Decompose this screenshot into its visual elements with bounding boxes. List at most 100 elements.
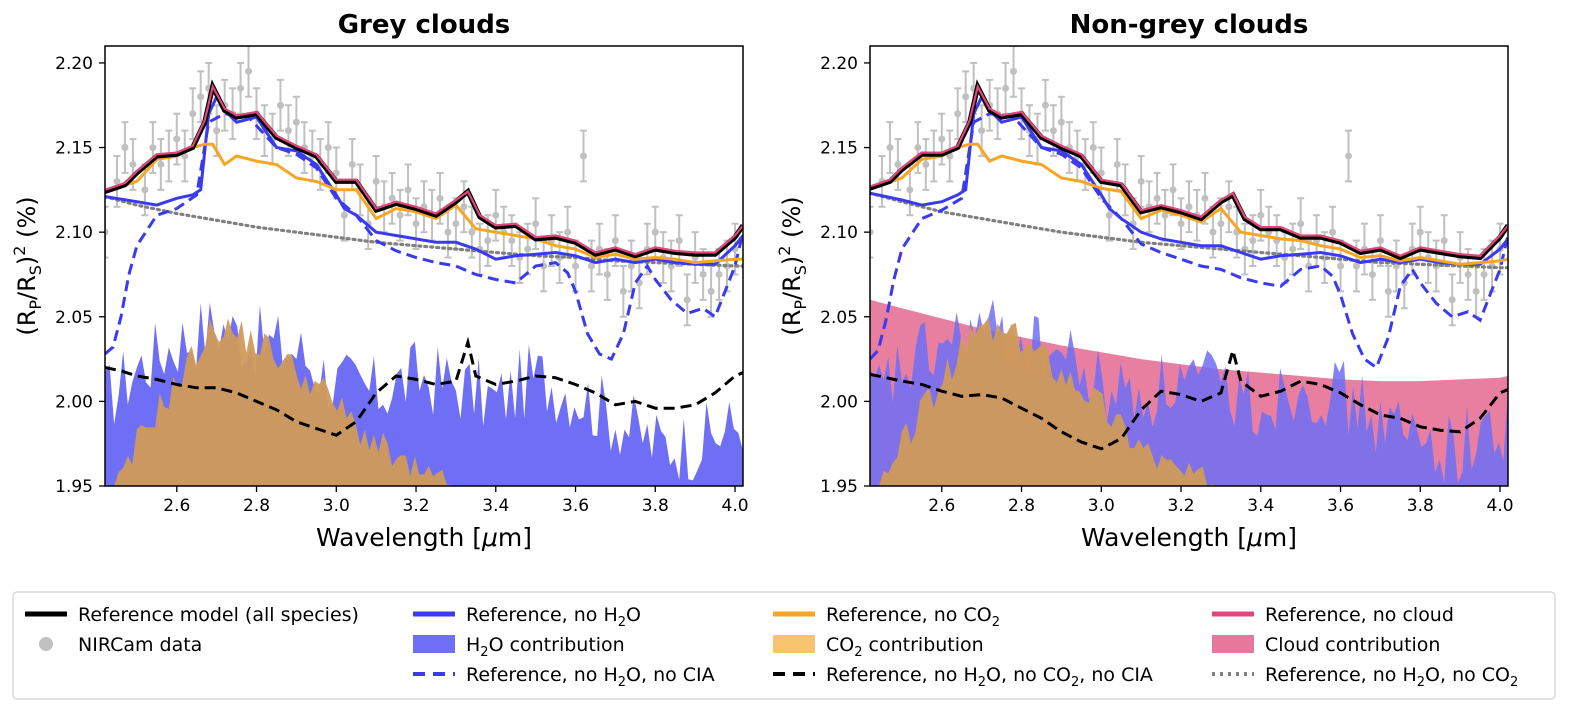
data-point <box>237 84 245 92</box>
data-point <box>938 135 946 143</box>
line-no-h2o-no-cia <box>105 112 743 362</box>
data-point <box>492 211 500 219</box>
data-point <box>1177 220 1185 228</box>
data-point <box>484 237 492 245</box>
line-no-h2o-no-co2 <box>870 191 1508 270</box>
data-point <box>906 186 914 194</box>
legend-label: Reference, no H2O, no CO2, no CIA <box>826 664 1153 690</box>
x-tick-label: 4.0 <box>1487 496 1514 516</box>
y-axis-label: (RP/RS)2 (%) <box>775 196 810 335</box>
x-tick-label: 3.6 <box>1327 496 1354 516</box>
data-point <box>173 135 181 143</box>
data-point <box>1041 101 1049 109</box>
co2-contribution-fill <box>870 317 1508 486</box>
line-no-h2o-no-co2-no-cia <box>870 344 1508 451</box>
data-point <box>1289 245 1297 253</box>
x-tick-label: 3.8 <box>642 496 669 516</box>
line-no-cloud <box>870 83 1508 257</box>
legend-item-nonecia: Reference, no H2O, no CO2, no CIA <box>773 664 1153 690</box>
data-point <box>914 144 922 152</box>
data-point <box>603 270 611 278</box>
data-point <box>962 93 970 101</box>
x-tick-label: 3.4 <box>482 496 509 516</box>
data-point <box>1416 228 1424 236</box>
data-point <box>894 160 902 168</box>
data-point <box>587 262 595 270</box>
data-point <box>245 67 253 75</box>
data-point <box>197 93 205 101</box>
data-point <box>324 144 332 152</box>
data-point <box>1201 194 1209 202</box>
data-point <box>954 110 962 118</box>
y-tick-label: 2.15 <box>55 139 93 159</box>
x-tick-label: 3.2 <box>403 496 430 516</box>
x-tick-label: 3.8 <box>1407 496 1434 516</box>
data-point <box>1097 169 1105 177</box>
data-point <box>213 127 221 135</box>
legend-item-co2fill: CO2 contribution <box>773 634 984 660</box>
y-tick-label: 2.20 <box>55 54 93 74</box>
legend-patch-swatch <box>1212 635 1254 653</box>
data-point <box>1049 127 1057 135</box>
data-point <box>1002 84 1010 92</box>
y-tick-label: 2.00 <box>55 392 93 412</box>
data-point <box>444 228 452 236</box>
y-tick-label: 1.95 <box>55 477 93 497</box>
y-tick-label: 2.20 <box>820 54 858 74</box>
data-point <box>1480 270 1488 278</box>
line-no-h2o-no-co2 <box>105 195 743 268</box>
data-point <box>1217 220 1225 228</box>
data-point <box>572 262 580 270</box>
chart-title: Non-grey clouds <box>1070 10 1309 40</box>
legend-label: CO2 contribution <box>826 634 984 660</box>
data-point <box>1448 296 1456 304</box>
y-tick-label: 2.05 <box>820 308 858 328</box>
data-point <box>468 228 476 236</box>
data-point <box>157 160 165 168</box>
data-point <box>396 211 404 219</box>
legend-label: Reference, no H2O <box>466 604 641 630</box>
data-point <box>1089 144 1097 152</box>
data-point <box>388 194 396 202</box>
legend-label: NIRCam data <box>78 634 202 656</box>
legend-item-noco2: Reference, no CO2 <box>773 604 1000 630</box>
data-point <box>627 262 635 270</box>
data-point <box>619 287 627 295</box>
data-point <box>404 186 412 194</box>
data-point <box>372 177 380 185</box>
chart-panel-2: 2.6 2.8 3.0 3.2 3.4 3.6 3.8 4.0 1.95 2.00 2.05 2.10… <box>775 10 1514 552</box>
legend-dot-swatch <box>39 637 53 651</box>
data-point <box>452 220 460 228</box>
data-point <box>1057 118 1065 126</box>
legend-label: Cloud contribution <box>1265 634 1440 656</box>
legend-label: Reference, no cloud <box>1265 604 1454 626</box>
x-tick-label: 3.2 <box>1168 496 1195 516</box>
x-tick-label: 2.6 <box>928 496 955 516</box>
data-point <box>1368 270 1376 278</box>
data-point <box>1464 270 1472 278</box>
data-point <box>1440 237 1448 245</box>
data-point <box>1297 220 1305 228</box>
data-point <box>1472 287 1480 295</box>
data-point <box>141 186 149 194</box>
legend-label: Reference model (all species) <box>78 604 359 626</box>
data-point <box>1153 194 1161 202</box>
data-point <box>292 118 300 126</box>
data-point <box>978 127 986 135</box>
x-tick-label: 3.4 <box>1247 496 1274 516</box>
x-tick-label: 2.8 <box>1008 496 1035 516</box>
data-point <box>189 110 197 118</box>
legend-item-nonedot: Reference, no H2O, no CO2 <box>1212 664 1518 690</box>
y-tick-label: 2.05 <box>55 308 93 328</box>
data-point <box>1376 237 1384 245</box>
data-point <box>1113 160 1121 168</box>
plot-area <box>870 46 1508 486</box>
legend-patch-swatch <box>773 635 815 653</box>
data-point <box>1105 211 1113 219</box>
data-point <box>129 160 137 168</box>
data-point <box>1225 203 1233 211</box>
legend-item-noh2ocia: Reference, no H2O, no CIA <box>413 664 715 690</box>
line-no-cloud <box>105 83 743 256</box>
data-point <box>276 101 284 109</box>
